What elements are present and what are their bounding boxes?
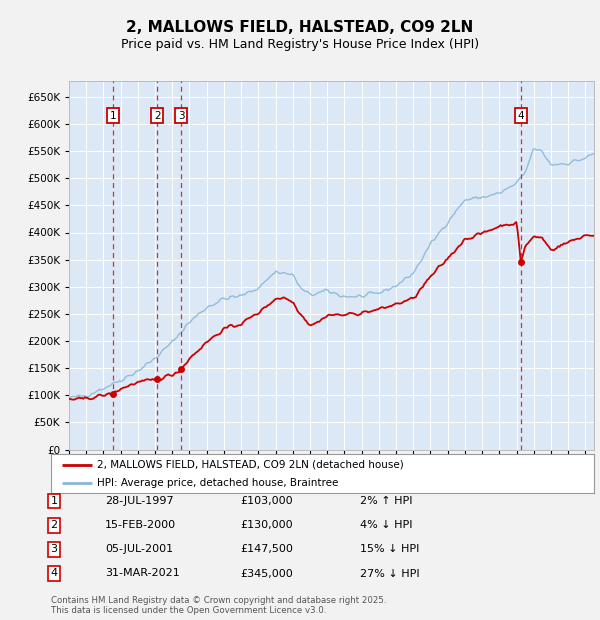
- Text: £345,000: £345,000: [240, 569, 293, 578]
- Text: Price paid vs. HM Land Registry's House Price Index (HPI): Price paid vs. HM Land Registry's House …: [121, 38, 479, 51]
- Text: Contains HM Land Registry data © Crown copyright and database right 2025.
This d: Contains HM Land Registry data © Crown c…: [51, 596, 386, 615]
- Text: 2% ↑ HPI: 2% ↑ HPI: [360, 496, 413, 506]
- Text: £103,000: £103,000: [240, 496, 293, 506]
- Text: 1: 1: [110, 111, 116, 121]
- Text: 28-JUL-1997: 28-JUL-1997: [105, 496, 173, 506]
- Text: 3: 3: [50, 544, 58, 554]
- Text: £147,500: £147,500: [240, 544, 293, 554]
- Text: HPI: Average price, detached house, Braintree: HPI: Average price, detached house, Brai…: [97, 477, 338, 487]
- Text: 31-MAR-2021: 31-MAR-2021: [105, 569, 180, 578]
- Text: 15% ↓ HPI: 15% ↓ HPI: [360, 544, 419, 554]
- Text: 2, MALLOWS FIELD, HALSTEAD, CO9 2LN (detached house): 2, MALLOWS FIELD, HALSTEAD, CO9 2LN (det…: [97, 460, 404, 470]
- Text: 4% ↓ HPI: 4% ↓ HPI: [360, 520, 413, 530]
- Text: 3: 3: [178, 111, 184, 121]
- Text: 4: 4: [50, 569, 58, 578]
- Text: 2: 2: [50, 520, 58, 530]
- Text: 2, MALLOWS FIELD, HALSTEAD, CO9 2LN: 2, MALLOWS FIELD, HALSTEAD, CO9 2LN: [127, 20, 473, 35]
- Text: 05-JUL-2001: 05-JUL-2001: [105, 544, 173, 554]
- Text: 1: 1: [50, 496, 58, 506]
- Text: 15-FEB-2000: 15-FEB-2000: [105, 520, 176, 530]
- Text: 27% ↓ HPI: 27% ↓ HPI: [360, 569, 419, 578]
- Text: £130,000: £130,000: [240, 520, 293, 530]
- Text: 4: 4: [518, 111, 524, 121]
- Text: 2: 2: [154, 111, 160, 121]
